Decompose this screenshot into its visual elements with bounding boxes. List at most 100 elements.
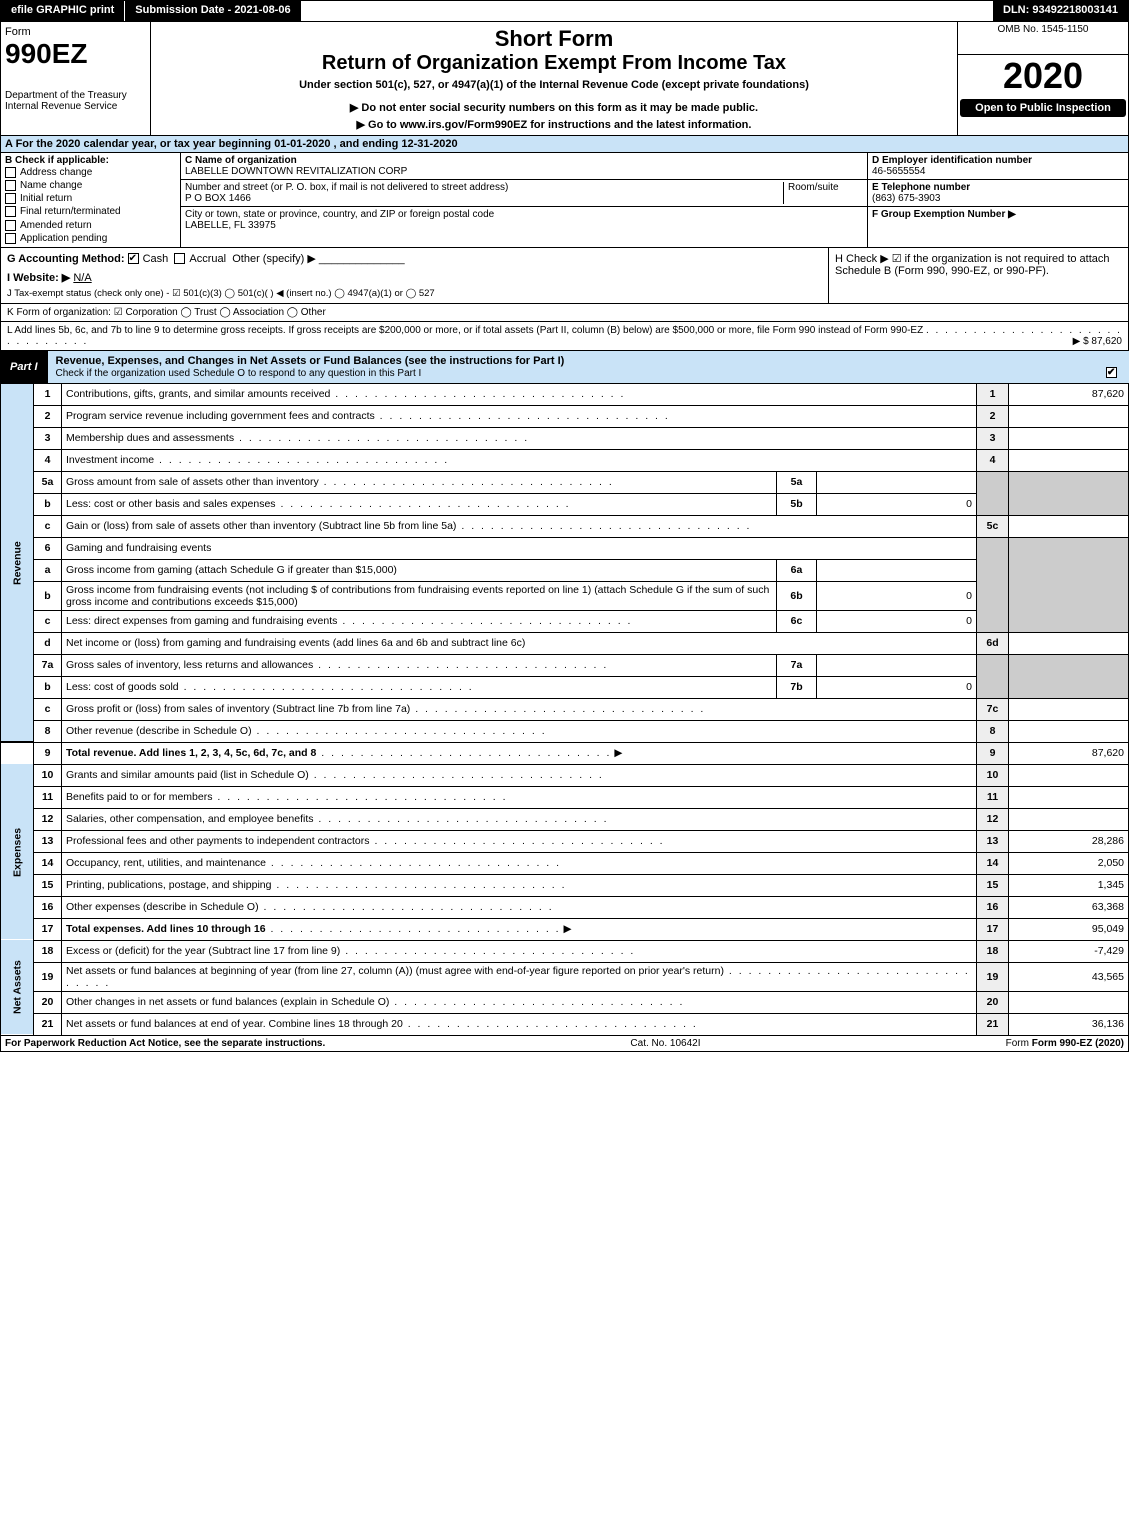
info-grid: B Check if applicable: Address change Na…	[0, 153, 1129, 248]
addr-label: Number and street (or P. O. box, if mail…	[185, 182, 783, 193]
box-l: L Add lines 5b, 6c, and 7b to line 9 to …	[0, 322, 1129, 351]
box-g: G Accounting Method: Cash Accrual Other …	[1, 248, 828, 303]
year-open-cell: 2020 Open to Public Inspection	[958, 55, 1128, 137]
form-label: Form	[5, 26, 146, 38]
line-1-ln: 1	[977, 383, 1009, 405]
line-6c-val: 0	[817, 610, 977, 632]
line-11-desc: Benefits paid to or for members	[66, 791, 212, 803]
line-20-desc: Other changes in net assets or fund bala…	[66, 996, 389, 1008]
line-14-amt: 2,050	[1009, 852, 1129, 874]
ein-value: 46-5655554	[872, 166, 1124, 177]
footer-left: For Paperwork Reduction Act Notice, see …	[5, 1038, 325, 1049]
line-1-num: 1	[34, 383, 62, 405]
efile-print-button[interactable]: efile GRAPHIC print	[1, 1, 125, 21]
chk-name-change[interactable]: Name change	[5, 179, 176, 192]
line-1-amt: 87,620	[1009, 383, 1129, 405]
chk-initial-return[interactable]: Initial return	[5, 192, 176, 205]
box-k: K Form of organization: ☑ Corporation ◯ …	[0, 304, 1129, 322]
box-h: H Check ▶ ☑ if the organization is not r…	[828, 248, 1128, 303]
topbar-spacer	[302, 1, 993, 21]
box-c-label: C Name of organization	[185, 155, 863, 166]
box-j: J Tax-exempt status (check only one) - ☑…	[7, 288, 822, 299]
line-6c-desc: Less: direct expenses from gaming and fu…	[66, 615, 337, 627]
page-footer: For Paperwork Reduction Act Notice, see …	[0, 1036, 1129, 1052]
netassets-side-label: Net Assets	[1, 940, 34, 1035]
footer-mid: Cat. No. 10642I	[630, 1038, 700, 1049]
tax-year: 2020	[958, 55, 1128, 97]
part-i-header: Part I Revenue, Expenses, and Changes in…	[0, 351, 1129, 383]
box-l-text: L Add lines 5b, 6c, and 7b to line 9 to …	[7, 325, 923, 336]
box-f-label: F Group Exemption Number ▶	[872, 209, 1124, 220]
line-5c-desc: Gain or (loss) from sale of assets other…	[66, 520, 456, 532]
irs-label: Internal Revenue Service	[5, 101, 146, 112]
chk-cash[interactable]	[128, 253, 139, 264]
goto-note: ▶ Go to www.irs.gov/Form990EZ for instru…	[155, 118, 953, 131]
line-21-amt: 36,136	[1009, 1013, 1129, 1035]
form-id-cell: Form 990EZ Department of the Treasury In…	[1, 22, 151, 136]
line-19-amt: 43,565	[1009, 962, 1129, 991]
line-18-desc: Excess or (deficit) for the year (Subtra…	[66, 945, 340, 957]
line-16-desc: Other expenses (describe in Schedule O)	[66, 901, 259, 913]
chk-address-change[interactable]: Address change	[5, 166, 176, 179]
line-9-desc: Total revenue. Add lines 1, 2, 3, 4, 5c,…	[66, 747, 316, 759]
box-l-amount: ▶ $ 87,620	[1073, 336, 1122, 347]
chk-final-return[interactable]: Final return/terminated	[5, 205, 176, 218]
top-bar: efile GRAPHIC print Submission Date - 20…	[0, 0, 1129, 22]
line-9-amt: 87,620	[1009, 742, 1129, 764]
box-e-label: E Telephone number	[872, 182, 1124, 193]
website-value: N/A	[73, 272, 91, 284]
title-block: Short Form Return of Organization Exempt…	[151, 22, 958, 136]
line-4-desc: Investment income	[66, 454, 154, 466]
part-i-table: Revenue 1 Contributions, gifts, grants, …	[0, 383, 1129, 1036]
line-5b-desc: Less: cost or other basis and sales expe…	[66, 498, 276, 510]
line-6b-val: 0	[817, 581, 977, 610]
chk-schedule-o[interactable]	[1106, 367, 1117, 378]
line-17-amt: 95,049	[1009, 918, 1129, 940]
line-2-desc: Program service revenue including govern…	[66, 410, 375, 422]
box-c: C Name of organization LABELLE DOWNTOWN …	[181, 153, 868, 247]
line-5a-desc: Gross amount from sale of assets other t…	[66, 476, 319, 488]
line-5b-val: 0	[817, 493, 977, 515]
city-label: City or town, state or province, country…	[185, 209, 863, 220]
line-12-desc: Salaries, other compensation, and employ…	[66, 813, 313, 825]
revenue-side-label: Revenue	[1, 383, 34, 742]
line-13-desc: Professional fees and other payments to …	[66, 835, 370, 847]
box-g-label: G Accounting Method:	[7, 253, 125, 265]
line-2-amt	[1009, 405, 1129, 427]
submission-date-label: Submission Date - 2021-08-06	[125, 1, 301, 21]
other-specify: Other (specify) ▶	[232, 253, 316, 265]
line-6b-desc: Gross income from fundraising events (no…	[66, 584, 769, 608]
room-suite-label: Room/suite	[783, 182, 863, 204]
line-21-desc: Net assets or fund balances at end of ye…	[66, 1018, 403, 1030]
line-19-desc: Net assets or fund balances at beginning…	[66, 965, 724, 977]
line-14-desc: Occupancy, rent, utilities, and maintena…	[66, 857, 266, 869]
section-a-period: A For the 2020 calendar year, or tax yea…	[0, 136, 1129, 153]
org-city: LABELLE, FL 33975	[185, 220, 863, 231]
dln-label: DLN: 93492218003141	[993, 1, 1128, 21]
chk-accrual[interactable]	[174, 253, 185, 264]
open-public-badge: Open to Public Inspection	[960, 99, 1126, 117]
box-b-title: B Check if applicable:	[5, 155, 176, 166]
omb-number: OMB No. 1545-1150	[958, 22, 1128, 55]
form-number: 990EZ	[5, 38, 146, 70]
gh-row: G Accounting Method: Cash Accrual Other …	[0, 248, 1129, 304]
box-b: B Check if applicable: Address change Na…	[1, 153, 181, 247]
phone-value: (863) 675-3903	[872, 193, 1124, 204]
box-i-label: I Website: ▶	[7, 272, 70, 284]
chk-amended-return[interactable]: Amended return	[5, 219, 176, 232]
box-d-label: D Employer identification number	[872, 155, 1124, 166]
line-8-desc: Other revenue (describe in Schedule O)	[66, 725, 252, 737]
line-7a-desc: Gross sales of inventory, less returns a…	[66, 659, 313, 671]
line-15-desc: Printing, publications, postage, and shi…	[66, 879, 271, 891]
form-header: Form 990EZ Department of the Treasury In…	[0, 22, 1129, 136]
line-7b-val: 0	[817, 676, 977, 698]
line-16-amt: 63,368	[1009, 896, 1129, 918]
chk-application-pending[interactable]: Application pending	[5, 232, 176, 245]
line-7b-desc: Less: cost of goods sold	[66, 681, 179, 693]
short-form-title: Short Form	[155, 26, 953, 52]
line-3-desc: Membership dues and assessments	[66, 432, 234, 444]
expenses-side-label: Expenses	[1, 764, 34, 940]
line-1-desc: Contributions, gifts, grants, and simila…	[66, 388, 330, 400]
line-15-amt: 1,345	[1009, 874, 1129, 896]
part-i-label: Part I	[0, 357, 48, 377]
